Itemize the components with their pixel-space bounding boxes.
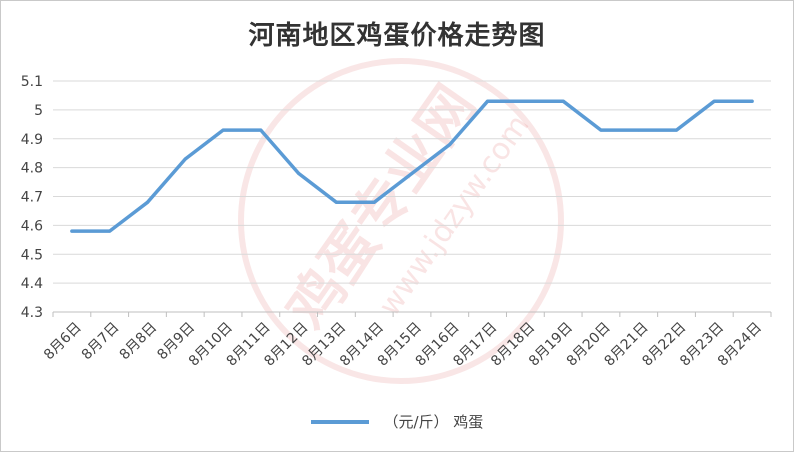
data-point xyxy=(108,229,112,233)
y-axis-tick-labels: 4.3 4.4 4.5 4.6 4.7 4.8 4.9 5 5.1 xyxy=(21,74,43,321)
data-point xyxy=(712,99,716,103)
data-point xyxy=(523,99,527,103)
data-point xyxy=(561,99,565,103)
data-point xyxy=(675,128,679,132)
axes xyxy=(52,311,772,317)
y-tick-label: 4.6 xyxy=(21,218,43,234)
data-point xyxy=(145,200,149,204)
data-point xyxy=(750,99,754,103)
y-tick-label: 5 xyxy=(34,103,43,119)
grid-lines xyxy=(53,80,771,284)
data-point xyxy=(637,128,641,132)
data-point xyxy=(70,229,74,233)
data-point xyxy=(297,171,301,175)
legend: （元/斤） 鸡蛋 xyxy=(1,411,793,432)
y-tick-label: 5.1 xyxy=(21,74,43,90)
data-point xyxy=(448,143,452,147)
legend-swatch xyxy=(310,419,369,424)
data-point xyxy=(410,171,414,175)
series-layer xyxy=(70,99,754,233)
y-tick-label: 4.7 xyxy=(21,190,43,206)
y-tick-label: 4.8 xyxy=(21,161,43,177)
y-tick-label: 4.9 xyxy=(21,132,43,148)
x-tick-label: 8月6日 xyxy=(41,320,85,364)
chart-title: 河南地区鸡蛋价格走势图 xyxy=(248,21,546,51)
x-axis-tick-labels: 8月6日8月7日8月8日8月9日8月10日8月11日8月12日8月13日8月14… xyxy=(41,320,765,370)
data-point xyxy=(372,200,376,204)
data-point xyxy=(334,200,338,204)
data-point xyxy=(486,99,490,103)
data-point xyxy=(221,128,225,132)
series-line xyxy=(70,99,754,233)
data-point xyxy=(183,157,187,161)
y-tick-label: 4.5 xyxy=(21,247,43,263)
data-point xyxy=(599,128,603,132)
y-tick-label: 4.4 xyxy=(21,276,43,292)
x-tick-label: 8月8日 xyxy=(117,320,161,364)
y-tick-label: 4.3 xyxy=(21,305,43,321)
x-tick-label: 8月7日 xyxy=(79,320,123,364)
legend-label: （元/斤） 鸡蛋 xyxy=(383,413,484,431)
data-point xyxy=(259,128,263,132)
